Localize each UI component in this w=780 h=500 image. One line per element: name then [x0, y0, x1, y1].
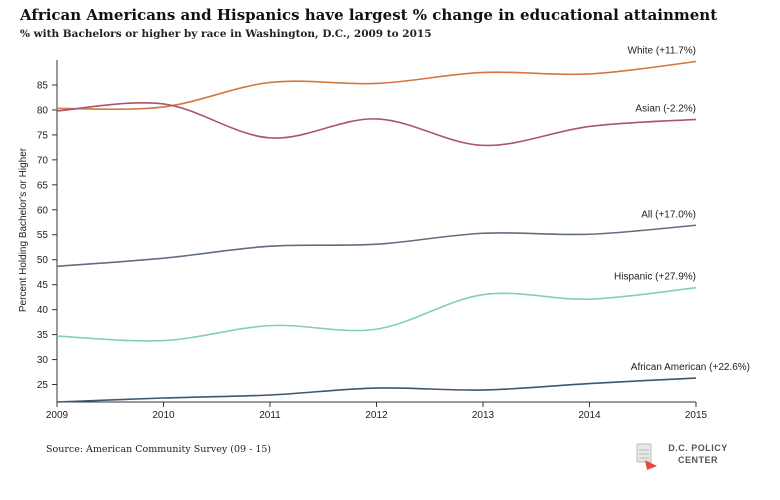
logo-line2: CENTER: [677, 455, 718, 465]
y-tick-label: 30: [37, 355, 49, 366]
x-tick-label: 2011: [259, 410, 281, 421]
source-note: Source: American Community Survey (09 - …: [46, 444, 272, 455]
chart-subtitle: % with Bachelors or higher by race in Wa…: [20, 28, 432, 40]
y-tick-label: 60: [37, 205, 49, 216]
y-axis-title: Percent Holding Bachelor's or Higher: [18, 147, 29, 312]
series-label-4: African American (+22.6%): [631, 362, 750, 373]
x-tick-label: 2010: [152, 410, 175, 421]
series-line-2: [56, 224, 697, 267]
series-line-0: [56, 60, 697, 111]
chart-title: African Americans and Hispanics have lar…: [20, 6, 718, 24]
y-tick-label: 50: [37, 255, 49, 266]
series-line-4: [56, 377, 697, 403]
series-labels: White (+11.7%) Asian (-2.2%) All (+17.0%) H…: [614, 45, 750, 373]
y-tick-label: 75: [37, 130, 49, 141]
x-tick-label: 2013: [472, 410, 495, 421]
y-tick-label: 35: [37, 330, 49, 341]
series-line-1: [56, 102, 697, 147]
logo-line1: D.C. POLICY: [668, 443, 728, 453]
series-line-3: [56, 286, 697, 342]
y-tick-label: 55: [37, 230, 49, 241]
x-tick-label: 2012: [365, 410, 388, 421]
y-tick-label: 70: [37, 155, 49, 166]
x-tick-label: 2015: [685, 410, 708, 421]
y-tick-label: 40: [37, 305, 49, 316]
y-tick-label: 80: [37, 105, 49, 116]
y-axis: 25 30 35 40 45 50 55 60 65 70 75 80 85: [37, 60, 58, 402]
series-label-3: Hispanic (+27.9%): [614, 272, 696, 283]
series-label-0: White (+11.7%): [628, 45, 696, 56]
y-tick-label: 25: [37, 380, 49, 391]
y-tick-label: 85: [37, 80, 49, 91]
y-tick-label: 65: [37, 180, 49, 191]
x-tick-label: 2014: [578, 410, 601, 421]
series-lines: [56, 60, 697, 403]
series-label-1: Asian (-2.2%): [635, 103, 696, 114]
dc-policy-center-logo: D.C. POLICY CENTER: [633, 440, 743, 472]
x-axis: 2009 2010 2011 2012 2013 2014 2015: [46, 401, 708, 421]
y-tick-label: 45: [37, 280, 49, 291]
capitol-building-icon: [636, 443, 657, 470]
series-label-2: All (+17.0%): [641, 209, 696, 220]
x-tick-label: 2009: [46, 410, 69, 421]
